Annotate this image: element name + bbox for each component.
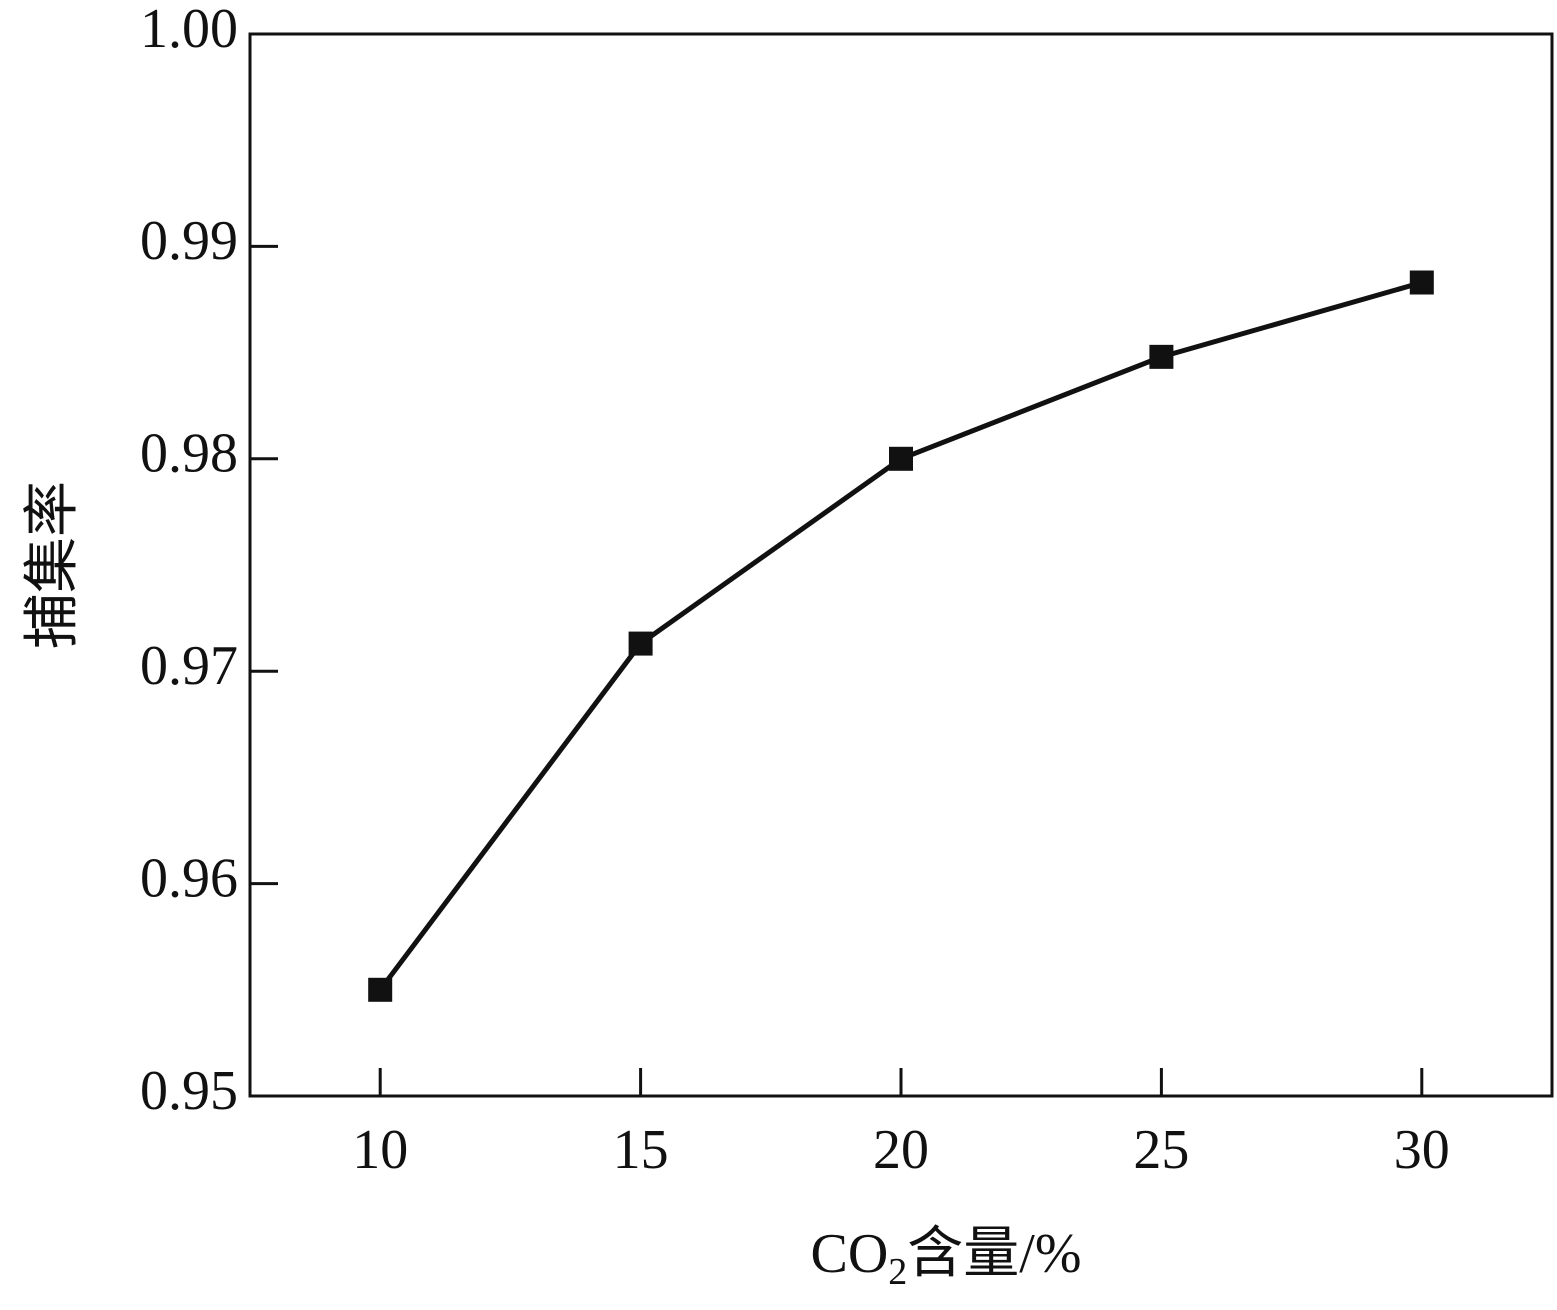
y-tick-label: 0.98: [140, 423, 238, 485]
x-axis-title-sub: 2: [888, 1251, 907, 1293]
x-axis-title-pre: CO: [810, 1223, 888, 1285]
y-tick-label: 0.95: [140, 1060, 238, 1122]
data-point-marker: [1409, 270, 1434, 295]
x-tick-label: 15: [613, 1119, 669, 1181]
x-axis-title: CO2含量/%: [810, 1223, 1081, 1293]
y-tick-label: 0.96: [140, 847, 238, 909]
y-axis-title: 捕集率: [22, 481, 84, 649]
data-point-marker: [889, 446, 913, 471]
data-point-marker: [368, 977, 393, 1002]
x-tick-label: 10: [352, 1119, 408, 1181]
x-axis-ticks: 10 15 20 25 30: [352, 1068, 1450, 1181]
plot-frame: [248, 32, 1554, 1098]
data-point-marker: [628, 631, 653, 656]
y-tick-label: 1.00: [140, 0, 238, 60]
series-line: [378, 280, 1423, 992]
x-tick-label: 20: [873, 1119, 929, 1181]
x-tick-label: 25: [1133, 1119, 1189, 1181]
x-tick-label: 30: [1394, 1119, 1450, 1181]
y-axis-ticks: 0.95 0.96 0.97 0.98 0.99 1.00: [140, 0, 278, 1122]
x-axis-title-post: 含量/%: [907, 1223, 1081, 1285]
data-series: [368, 270, 1434, 1002]
y-tick-label: 0.97: [140, 635, 238, 697]
y-tick-label: 0.99: [140, 210, 238, 272]
data-point-marker: [1149, 344, 1174, 369]
